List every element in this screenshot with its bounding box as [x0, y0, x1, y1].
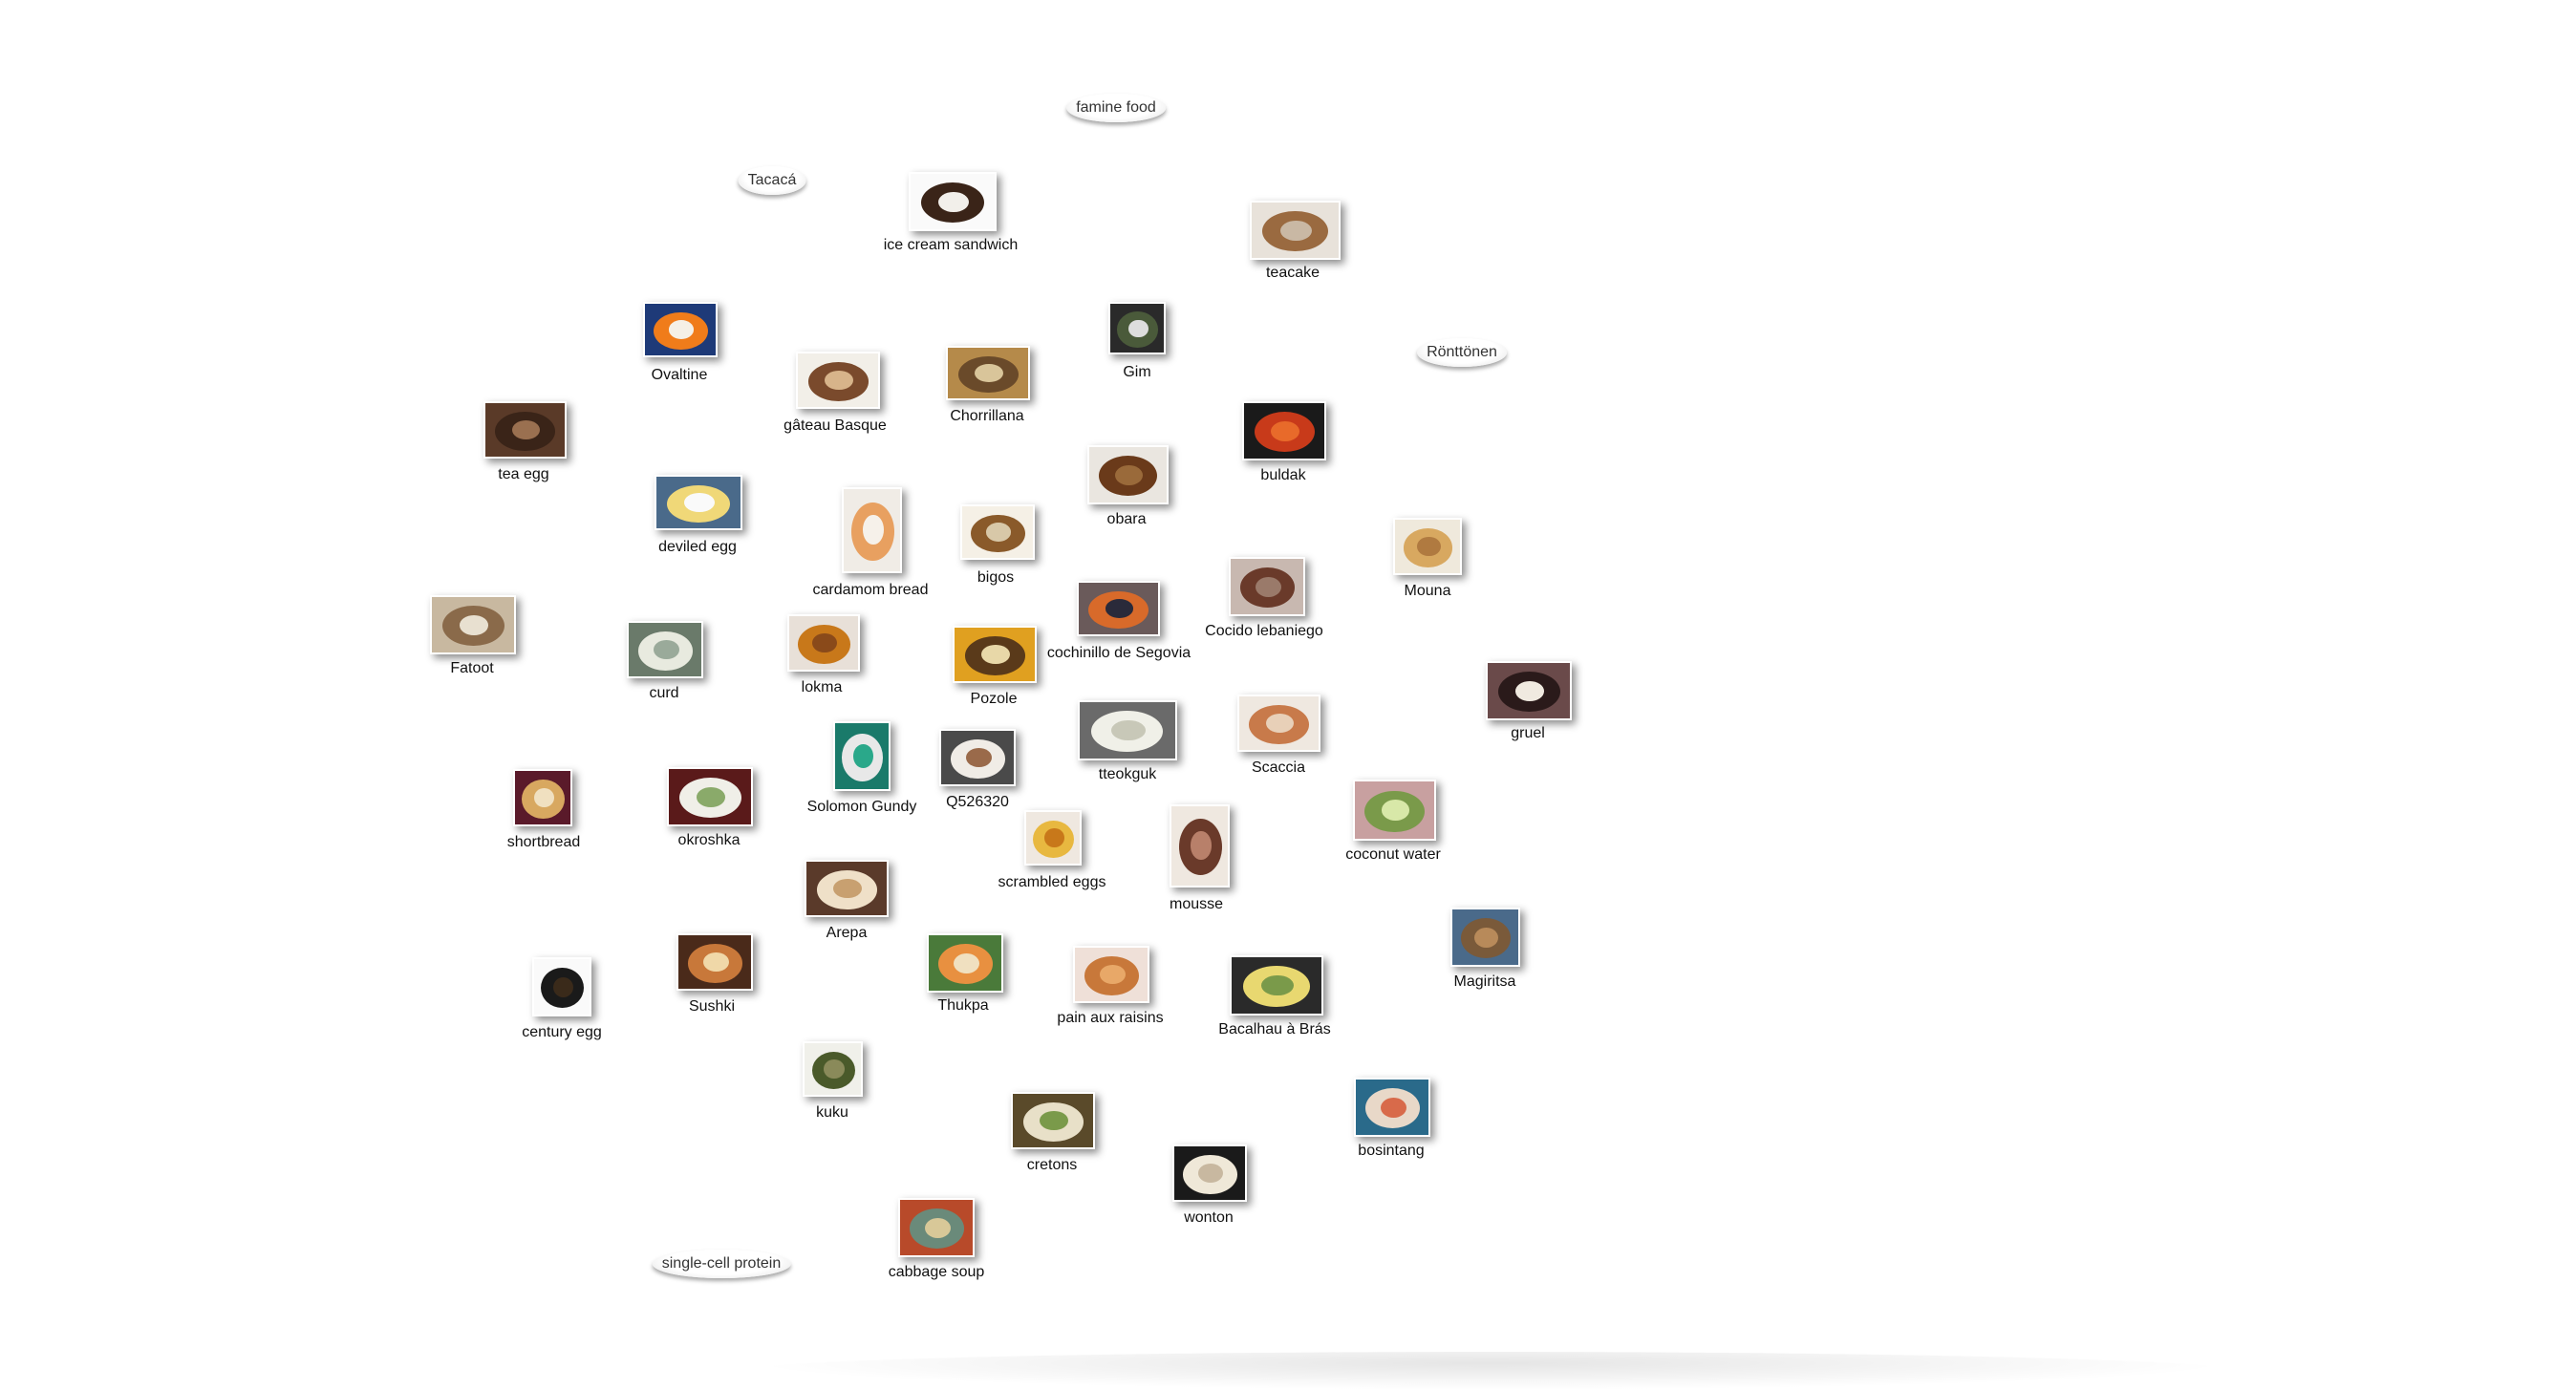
food-label-cochinillo-de-segovia[interactable]: cochinillo de Segovia	[1046, 645, 1191, 661]
food-label-obara[interactable]: obara	[1106, 511, 1147, 527]
food-label-thukpa[interactable]: Thukpa	[937, 997, 989, 1014]
food-thumbnail-coconut-water[interactable]	[1353, 780, 1436, 841]
food-label-tea-egg[interactable]: tea egg	[498, 466, 549, 482]
food-label-fatoot[interactable]: Fatoot	[450, 660, 494, 676]
food-thumbnail-kuku[interactable]	[803, 1041, 863, 1097]
food-thumbnail-arepa[interactable]	[805, 860, 889, 917]
concept-bubble-single-cell-protein[interactable]: single-cell protein	[652, 1250, 791, 1278]
food-label-chorrillana[interactable]: Chorrillana	[950, 408, 1024, 424]
food-thumbnail-scrambled-eggs[interactable]	[1024, 810, 1082, 866]
food-label-scrambled-eggs[interactable]: scrambled eggs	[998, 874, 1106, 890]
food-label-gruel[interactable]: gruel	[1511, 725, 1545, 741]
food-label-shortbread[interactable]: shortbread	[506, 834, 581, 850]
food-label-q526320[interactable]: Q526320	[946, 794, 1009, 810]
food-label-cardamom-bread[interactable]: cardamom bread	[812, 582, 929, 598]
food-thumbnail-wonton[interactable]	[1172, 1144, 1247, 1202]
food-thumbnail-teacake[interactable]	[1250, 201, 1341, 260]
food-label-tteokguk[interactable]: tteokguk	[1098, 766, 1157, 782]
food-label-cocido-lebaniego[interactable]: Cocido lebaniego	[1205, 623, 1323, 639]
food-label-gim[interactable]: Gim	[1123, 364, 1151, 380]
food-label-pozole[interactable]: Pozole	[970, 691, 1018, 707]
food-label-cretons[interactable]: cretons	[1026, 1157, 1078, 1173]
food-thumbnail-ovaltine[interactable]	[643, 302, 718, 357]
food-thumbnail-tea-egg[interactable]	[483, 401, 567, 459]
food-label-wonton[interactable]: wonton	[1184, 1209, 1234, 1226]
food-thumbnail-pozole[interactable]	[953, 626, 1037, 683]
food-label-bacalhau-a-bras[interactable]: Bacalhau à Brás	[1218, 1021, 1331, 1037]
food-label-century-egg[interactable]: century egg	[522, 1024, 602, 1040]
food-thumbnail-pain-aux-raisins[interactable]	[1073, 946, 1149, 1003]
food-label-kuku[interactable]: kuku	[816, 1104, 848, 1121]
food-thumbnail-mousse[interactable]	[1170, 804, 1230, 887]
food-thumbnail-tteokguk[interactable]	[1078, 700, 1177, 760]
food-thumbnail-magiritsa[interactable]	[1450, 908, 1520, 967]
food-thumbnail-lokma[interactable]	[787, 614, 860, 672]
food-thumbnail-bigos[interactable]	[960, 504, 1035, 560]
food-label-deviled-egg[interactable]: deviled egg	[658, 539, 737, 555]
food-label-buldak[interactable]: buldak	[1260, 467, 1306, 483]
food-label-ice-cream-sandwich[interactable]: ice cream sandwich	[883, 237, 1019, 253]
food-thumbnail-obara[interactable]	[1087, 445, 1169, 504]
food-thumbnail-century-egg[interactable]	[532, 957, 591, 1016]
food-thumbnail-bacalhau-a-bras[interactable]	[1230, 955, 1323, 1016]
food-thumbnail-gim[interactable]	[1108, 302, 1166, 354]
food-thumbnail-thukpa[interactable]	[927, 933, 1003, 993]
food-thumbnail-gateau-basque[interactable]	[796, 352, 880, 409]
food-label-mouna[interactable]: Mouna	[1404, 583, 1451, 599]
food-label-scaccia[interactable]: Scaccia	[1251, 759, 1306, 776]
concept-bubble-ronttonen[interactable]: Rönttönen	[1417, 338, 1507, 367]
food-thumbnail-ice-cream-sandwich[interactable]	[909, 172, 997, 231]
food-thumbnail-fatoot[interactable]	[430, 595, 516, 654]
food-label-arepa[interactable]: Arepa	[826, 925, 868, 941]
ground-shadow	[745, 1352, 2236, 1390]
food-thumbnail-cretons[interactable]	[1011, 1092, 1095, 1149]
food-label-bosintang[interactable]: bosintang	[1358, 1143, 1425, 1159]
food-thumbnail-q526320[interactable]	[939, 729, 1016, 786]
food-thumbnail-chorrillana[interactable]	[946, 346, 1030, 400]
concept-bubble-tacaca[interactable]: Tacacá	[738, 166, 806, 195]
food-thumbnail-shortbread[interactable]	[513, 769, 572, 826]
food-thumbnail-sushki[interactable]	[676, 933, 753, 991]
food-thumbnail-cocido-lebaniego[interactable]	[1229, 557, 1305, 616]
food-label-okroshka[interactable]: okroshka	[677, 832, 741, 848]
food-thumbnail-okroshka[interactable]	[667, 767, 753, 826]
food-label-teacake[interactable]: teacake	[1265, 265, 1320, 281]
food-thumbnail-scaccia[interactable]	[1237, 695, 1320, 752]
food-thumbnail-gruel[interactable]	[1486, 661, 1572, 720]
concept-bubble-famine-food[interactable]: famine food	[1066, 94, 1166, 122]
food-thumbnail-cardamom-bread[interactable]	[842, 487, 902, 573]
food-label-mousse[interactable]: mousse	[1169, 896, 1224, 912]
food-label-ovaltine[interactable]: Ovaltine	[651, 367, 708, 383]
food-label-coconut-water[interactable]: coconut water	[1345, 846, 1441, 863]
food-label-magiritsa[interactable]: Magiritsa	[1453, 973, 1516, 990]
food-label-curd[interactable]: curd	[649, 685, 679, 701]
food-label-pain-aux-raisins[interactable]: pain aux raisins	[1057, 1010, 1164, 1026]
food-label-gateau-basque[interactable]: gâteau Basque	[784, 417, 887, 434]
food-thumbnail-solomon-gundy[interactable]	[833, 721, 891, 791]
food-label-cabbage-soup[interactable]: cabbage soup	[888, 1264, 985, 1280]
food-thumbnail-deviled-egg[interactable]	[655, 475, 742, 530]
food-label-bigos[interactable]: bigos	[977, 569, 1015, 586]
food-label-lokma[interactable]: lokma	[801, 679, 843, 695]
food-thumbnail-curd[interactable]	[627, 621, 703, 678]
food-thumbnail-cabbage-soup[interactable]	[898, 1198, 975, 1257]
food-label-solomon-gundy[interactable]: Solomon Gundy	[806, 799, 917, 815]
food-thumbnail-bosintang[interactable]	[1354, 1078, 1430, 1137]
food-label-sushki[interactable]: Sushki	[688, 998, 736, 1015]
food-thumbnail-buldak[interactable]	[1242, 401, 1326, 460]
food-thumbnail-cochinillo-de-segovia[interactable]	[1077, 581, 1160, 636]
food-thumbnail-mouna[interactable]	[1393, 518, 1462, 575]
